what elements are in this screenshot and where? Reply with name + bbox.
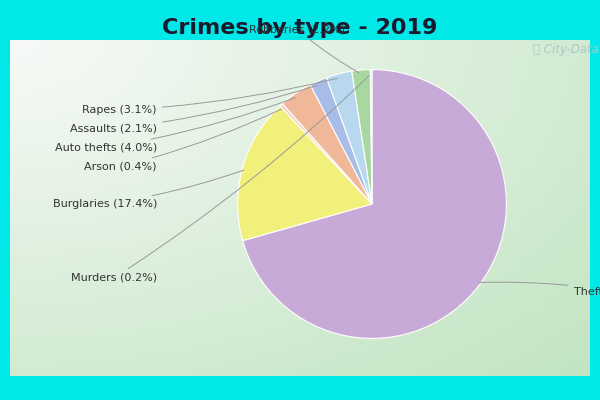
- Text: Arson (0.4%): Arson (0.4%): [85, 109, 281, 171]
- Text: Auto thefts (4.0%): Auto thefts (4.0%): [55, 98, 295, 152]
- Wedge shape: [310, 78, 372, 204]
- Wedge shape: [280, 104, 372, 204]
- Text: Burglaries (17.4%): Burglaries (17.4%): [53, 170, 244, 209]
- Text: Thefts (70.6%): Thefts (70.6%): [479, 282, 600, 296]
- Wedge shape: [370, 70, 372, 204]
- Text: Robberies (2.2%): Robberies (2.2%): [249, 24, 359, 73]
- Wedge shape: [352, 70, 372, 204]
- Text: ⓘ City-Data.com: ⓘ City-Data.com: [533, 43, 600, 56]
- Text: Murders (0.2%): Murders (0.2%): [71, 76, 369, 283]
- Text: Crimes by type - 2019: Crimes by type - 2019: [163, 18, 437, 38]
- Text: Rapes (3.1%): Rapes (3.1%): [82, 78, 337, 115]
- Text: Assaults (2.1%): Assaults (2.1%): [70, 85, 317, 134]
- Wedge shape: [238, 106, 372, 241]
- Wedge shape: [326, 71, 372, 204]
- Wedge shape: [283, 85, 372, 204]
- Wedge shape: [243, 70, 506, 338]
